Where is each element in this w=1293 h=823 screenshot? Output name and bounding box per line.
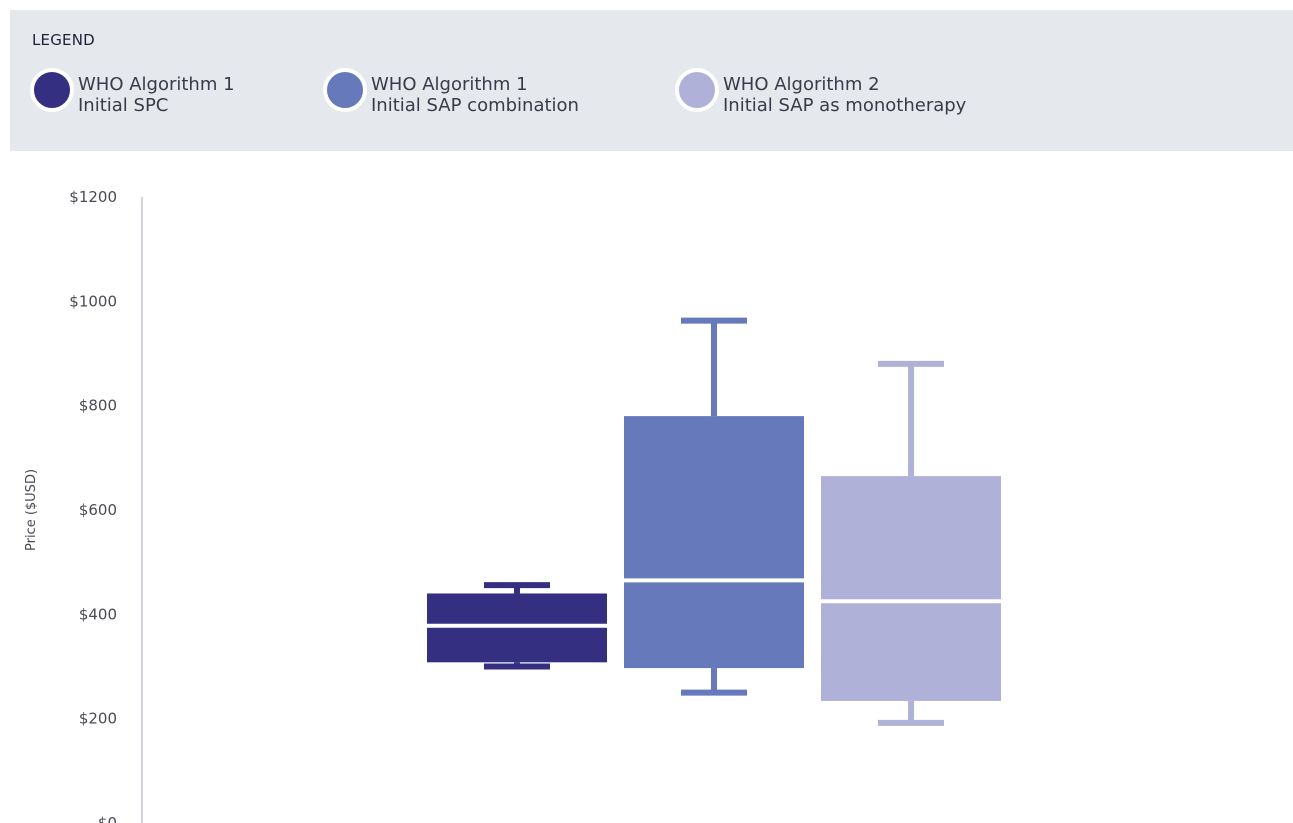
y-tick-label: $400 [79, 605, 117, 623]
legend-label: WHO Algorithm 1 Initial SPC [78, 74, 235, 116]
box-series [427, 317, 1001, 726]
legend-label-line2: Initial SAP combination [371, 95, 579, 116]
legend-swatch [675, 68, 719, 112]
box-group [821, 360, 1001, 726]
box-iqr [821, 476, 1001, 701]
y-tick-label: $1200 [69, 188, 117, 206]
box-iqr [427, 593, 607, 663]
legend-label-line1: WHO Algorithm 2 [723, 74, 880, 95]
legend-label: WHO Algorithm 1 Initial SAP combination [371, 74, 579, 116]
legend-label: WHO Algorithm 2 Initial SAP as monothera… [723, 74, 966, 116]
legend-swatch [323, 68, 367, 112]
y-tick-label: $0 [98, 814, 117, 823]
legend-swatch [30, 68, 74, 112]
y-tick-label: $800 [79, 397, 117, 415]
legend-label-line1: WHO Algorithm 1 [371, 74, 528, 95]
box-group [427, 582, 607, 670]
legend-label-line2: Initial SAP as monotherapy [723, 95, 967, 116]
y-tick-label: $1000 [69, 292, 117, 310]
legend-label-line2: Initial SPC [78, 95, 169, 116]
y-axis-title: Price ($USD) [24, 469, 39, 551]
box-iqr [624, 416, 804, 669]
box-group [624, 317, 804, 696]
legend-panel: LEGEND WHO Algorithm 1 Initial SPC WHO A… [10, 10, 1293, 151]
y-tick-label: $600 [79, 501, 117, 519]
legend-title: LEGEND [32, 31, 95, 49]
legend-label-line1: WHO Algorithm 1 [78, 74, 235, 95]
y-tick-label: $200 [79, 710, 117, 728]
y-tick-labels: $0 $200 $400 $600 $800 $1000 $1200 [69, 188, 117, 823]
